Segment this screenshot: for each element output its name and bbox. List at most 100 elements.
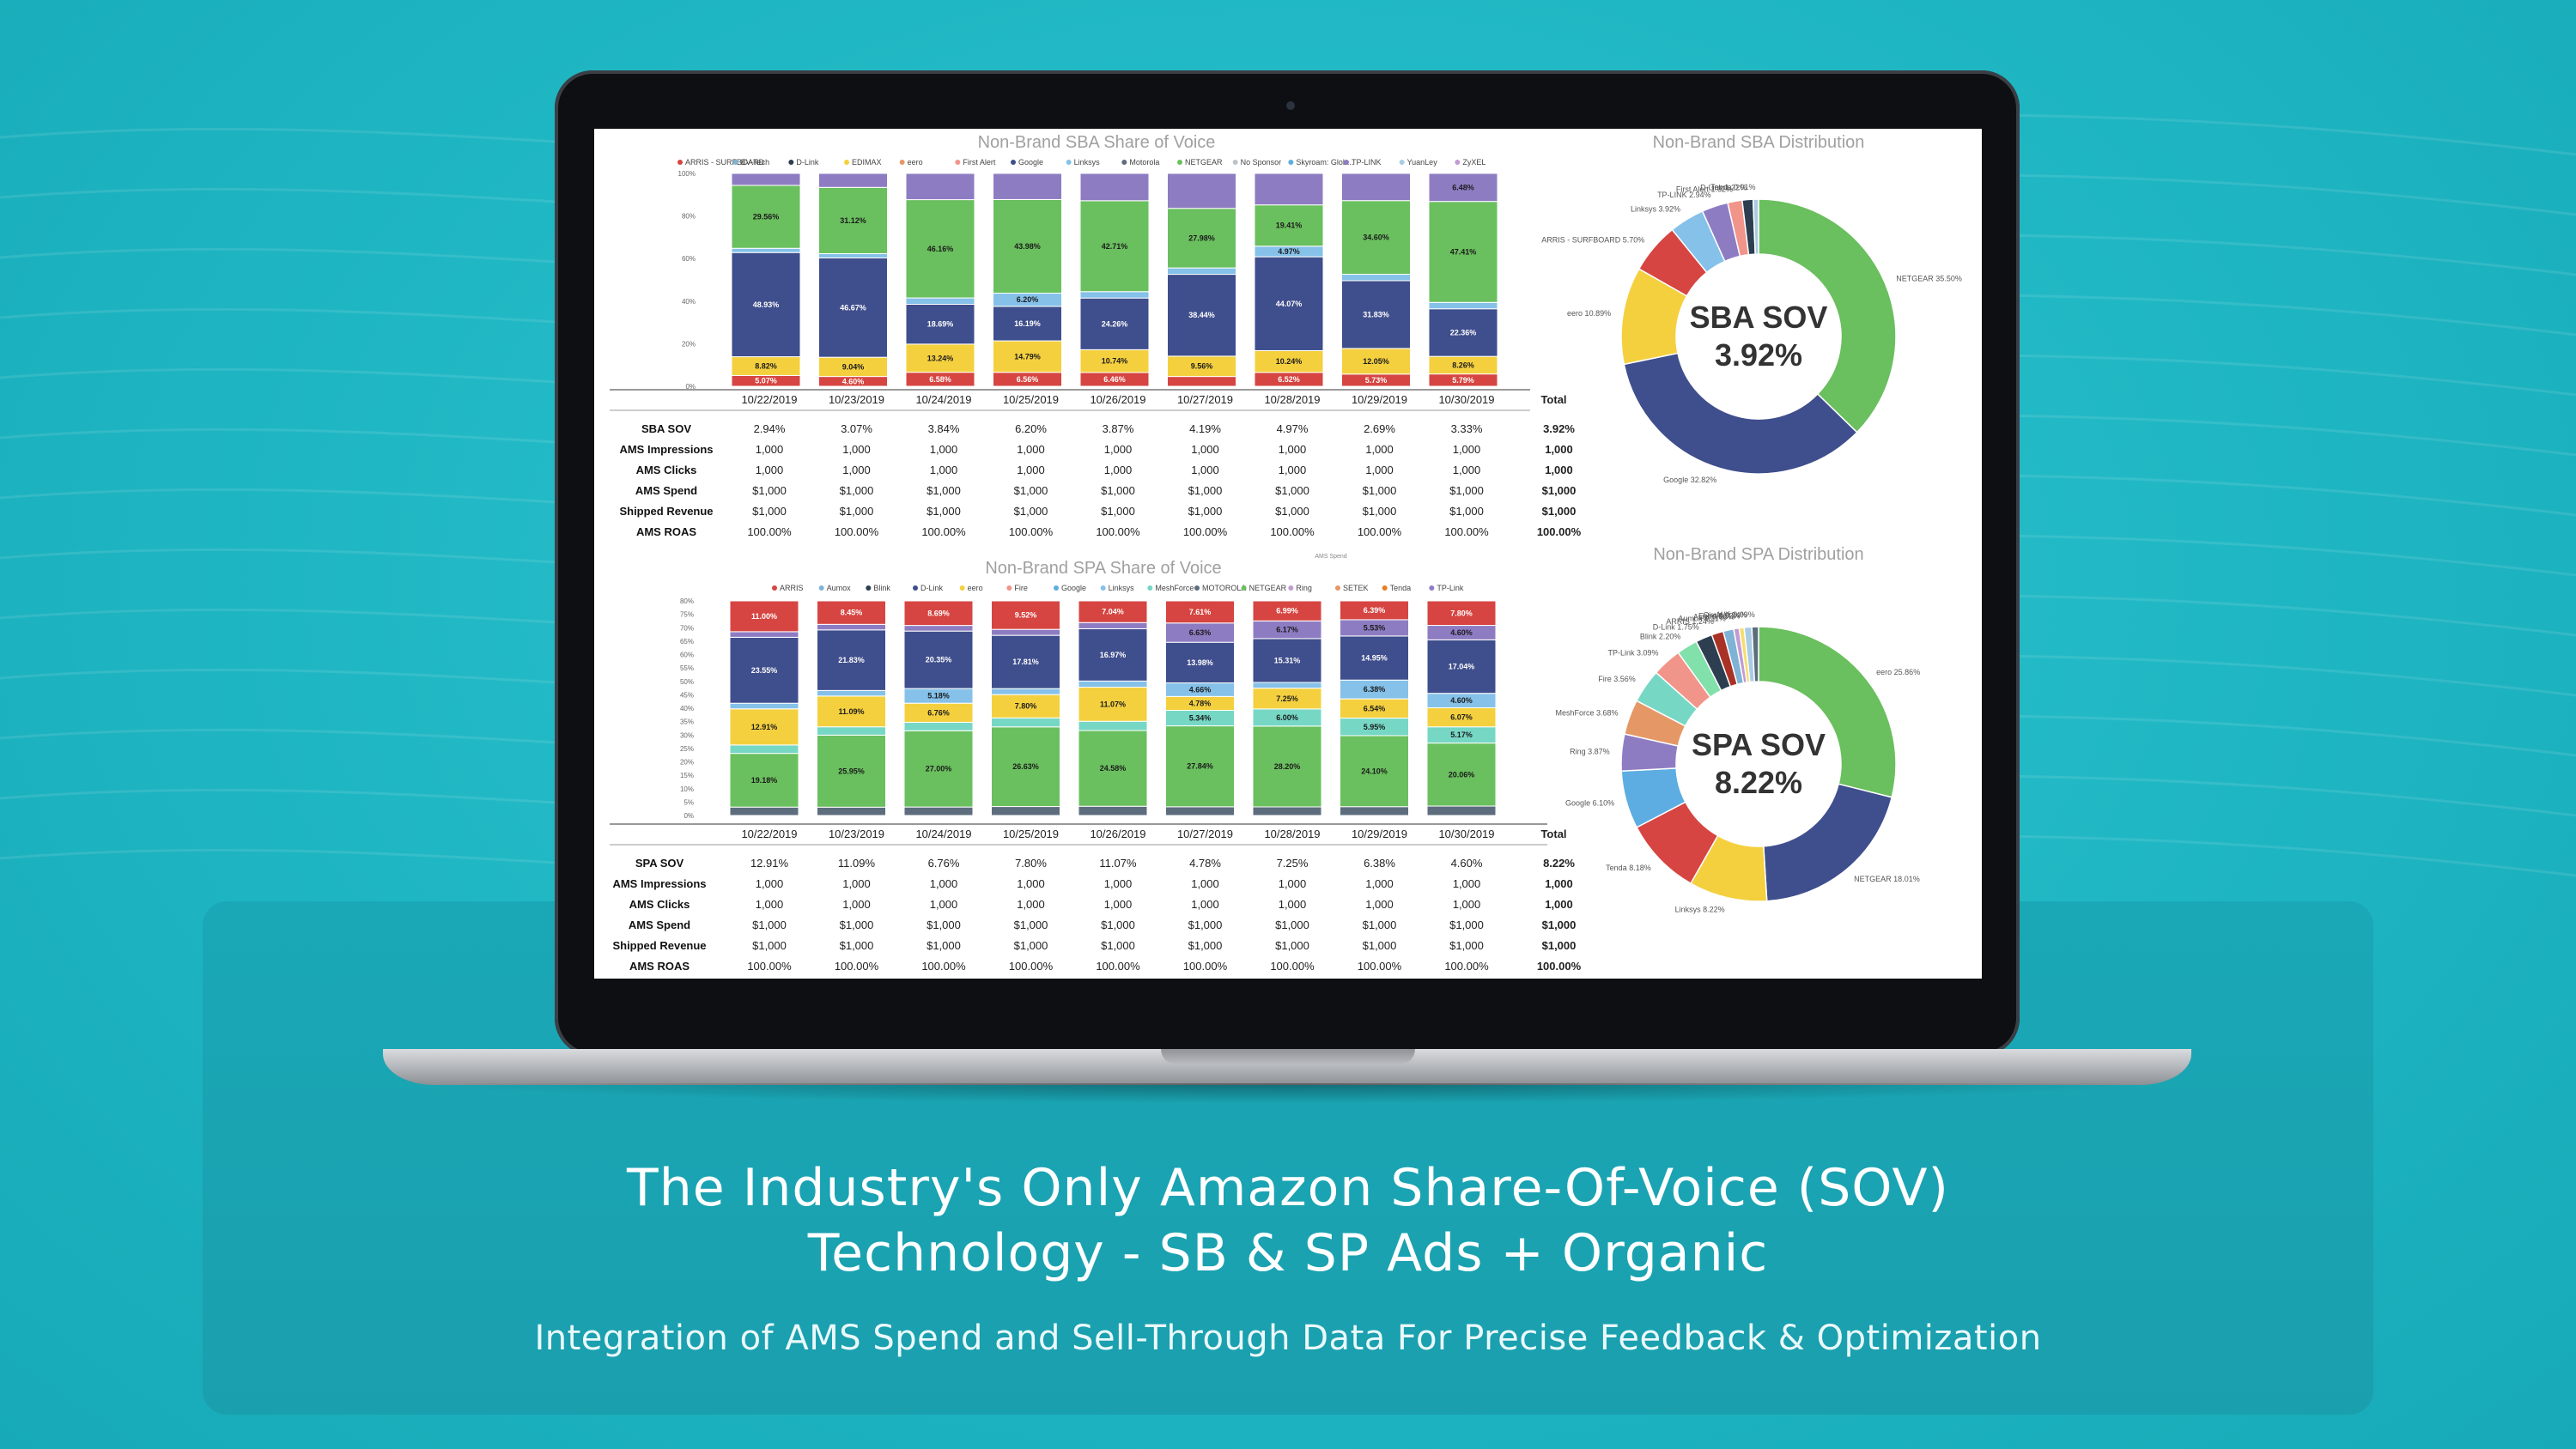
table-cell: 1,000 [842, 464, 871, 476]
table-cell: $1,000 [1188, 505, 1223, 518]
bar-segment [729, 702, 799, 710]
table-cell: 2.94% [754, 422, 786, 435]
bar-value-label: 24.10% [1361, 767, 1388, 775]
bar-value-label: 44.07% [1276, 300, 1303, 308]
bar-segment [905, 199, 975, 299]
bar-value-label: 6.54% [1364, 704, 1386, 712]
legend-swatch [1399, 160, 1405, 165]
table-header-cell: 10/22/2019 [741, 828, 797, 840]
sba-donut-chart: NETGEAR 35.50% Google 32.82% eero 10.89% AR… [1541, 183, 1962, 484]
table-cell: $1,000 [927, 505, 961, 518]
table-cell: 1,000 [756, 898, 784, 911]
bar-value-label: 12.91% [751, 723, 778, 731]
table-cell: 11.09% [838, 857, 876, 870]
bar-segment [1165, 806, 1235, 816]
legend-swatch [772, 585, 777, 591]
bar-value-label: 27.98% [1188, 233, 1215, 242]
bar-segment [817, 726, 886, 736]
bar-value-label: 19.18% [751, 776, 778, 785]
bar-value-label: 16.97% [1100, 651, 1127, 659]
laptop-screen: Non-Brand SBA Share of Voice ARRIS - SUR… [594, 129, 1982, 979]
donut-slice-label: D-Link 1.22% [1700, 184, 1747, 192]
table-cell: $1,000 [927, 939, 961, 952]
bar-value-label: 5.07% [755, 377, 777, 385]
legend-swatch [1344, 160, 1349, 165]
table-cell: 100.00% [1537, 960, 1582, 973]
table-cell: 100.00% [921, 525, 966, 538]
table-cell: $1,000 [1188, 939, 1223, 952]
legend-swatch [1100, 585, 1106, 591]
table-cell: 100.00% [1096, 525, 1140, 538]
table-cell: $1,000 [1101, 484, 1135, 497]
bar-segment [729, 636, 799, 704]
table-cell: 1,000 [1545, 877, 1573, 890]
bar-segment [991, 717, 1060, 728]
table-cell: 100.00% [1183, 960, 1228, 973]
bar-segment [1167, 376, 1236, 387]
legend-entry: TP-Link [1437, 584, 1464, 592]
bar-segment [729, 744, 799, 755]
legend-entry: SETEK [1343, 584, 1369, 592]
donut-slice-label: Asus 0.58% [1693, 612, 1735, 621]
sba-metrics-table: 10/22/2019 10/23/2019 10/24/2019 10/25/2019… [610, 389, 1582, 538]
bar-segment [1254, 173, 1324, 206]
table-cell: 4.97% [1277, 422, 1309, 435]
bar-value-label: 8.69% [927, 609, 950, 617]
y-tick-label: 40% [682, 298, 696, 306]
bar-segment [1167, 267, 1236, 276]
table-cell: 1,000 [1453, 898, 1481, 911]
bar-value-label: 22.36% [1450, 328, 1477, 336]
table-cell: 100.00% [835, 525, 879, 538]
legend-entry: NETGEAR [1249, 584, 1287, 592]
donut-slice-label: D-Link 1.75% [1653, 622, 1699, 631]
bar-value-label: 10.74% [1102, 357, 1128, 366]
donut-center-value: 3.92% [1715, 337, 1802, 373]
bar-value-label: 43.98% [1014, 242, 1041, 251]
table-header-cell: 10/29/2019 [1352, 828, 1407, 840]
bar-value-label: 6.38% [1364, 685, 1386, 694]
bar-value-label: 8.45% [841, 609, 863, 617]
bar-value-label: 17.81% [1012, 658, 1039, 666]
bar-segment [1254, 256, 1324, 351]
legend-entry: ARRIS - SURFBOARD [685, 158, 765, 167]
sba-chart-title: Non-Brand SBA Share of Voice [978, 133, 1216, 152]
y-tick-label: 70% [680, 624, 694, 632]
table-row-label: AMS Spend [629, 919, 690, 931]
bar-value-label: 6.76% [927, 708, 950, 717]
legend-entry: First Alert [963, 158, 996, 167]
table-cell: 3.92% [1543, 422, 1575, 435]
table-cell: $1,000 [1363, 484, 1397, 497]
table-row-label: AMS ROAS [636, 525, 696, 538]
table-cell: 1,000 [1365, 898, 1394, 911]
bar-segment [1341, 274, 1411, 282]
donut-slice-label: TP-LINK 2.94% [1657, 191, 1711, 199]
webcam-icon [1286, 101, 1295, 110]
y-tick-label: 20% [682, 340, 696, 348]
bar-value-label: 6.20% [1017, 295, 1039, 304]
bar-value-label: 5.17% [1450, 731, 1473, 739]
bar-segment [991, 628, 1060, 636]
bar-segment [905, 303, 975, 345]
bar-segment [991, 726, 1060, 808]
table-header-cell: 10/27/2019 [1177, 393, 1233, 406]
table-cell: 8.22% [1543, 857, 1575, 870]
table-cell: 12.91% [750, 857, 789, 870]
table-cell: 1,000 [930, 464, 958, 476]
table-cell: 1,000 [1365, 443, 1394, 456]
table-cell: 1,000 [1104, 464, 1133, 476]
legend-swatch [1232, 160, 1238, 165]
bar-segment [1426, 600, 1497, 627]
table-cell: 1,000 [756, 877, 784, 890]
spa-chart-title: Non-Brand SPA Share of Voice [985, 559, 1221, 578]
y-tick-label: 0% [685, 383, 696, 391]
legend-swatch [1054, 585, 1059, 591]
legend-entry: Aumox [827, 584, 852, 592]
spa-y-axis: 80% 75% 70% 65% 60% 55% 50% 45% 40% 35% 30% 25% 20% 1… [680, 597, 694, 820]
table-cell: 1,000 [1191, 443, 1219, 456]
table-header-cell: 10/26/2019 [1090, 393, 1145, 406]
bar-value-label: 4.60% [842, 377, 865, 385]
table-cell: $1,000 [1101, 919, 1135, 931]
table-cell: $1,000 [752, 939, 787, 952]
table-cell: 1,000 [1017, 898, 1045, 911]
bar-segment [1079, 173, 1150, 202]
